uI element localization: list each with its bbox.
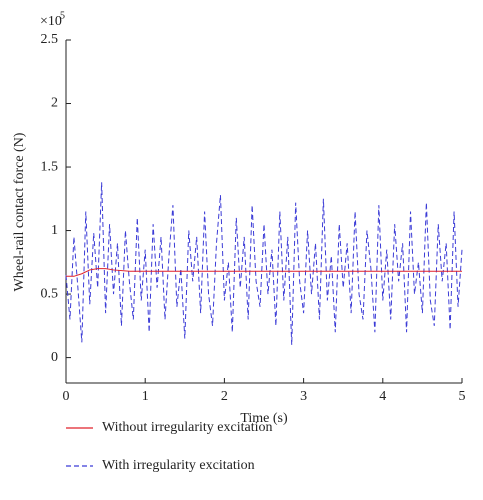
y-offset-exponent: 5: [60, 10, 65, 21]
series-line: [66, 268, 462, 277]
x-tick-label: 1: [142, 389, 149, 404]
y-offset-text: ×10: [40, 14, 62, 29]
series-line: [65, 182, 463, 345]
x-tick-label: 2: [221, 389, 228, 404]
y-tick-label: 0: [51, 350, 58, 365]
legend-label: Without irregularity excitation: [102, 420, 273, 435]
legend-label: With irregularity excitation: [102, 458, 255, 473]
x-tick-label: 5: [459, 389, 466, 404]
y-tick-label: 1: [51, 223, 58, 238]
y-axis-label: Wheel-rail contact force (N): [12, 132, 27, 291]
y-tick-label: 2.5: [41, 32, 59, 47]
x-tick-label: 4: [379, 389, 386, 404]
x-axis-label: Time (s): [240, 411, 288, 426]
x-tick-label: 0: [63, 389, 70, 404]
y-tick-label: 1.5: [41, 159, 59, 174]
y-tick-label: 0.5: [41, 286, 59, 301]
x-tick-label: 3: [300, 389, 307, 404]
y-tick-label: 2: [51, 96, 58, 111]
